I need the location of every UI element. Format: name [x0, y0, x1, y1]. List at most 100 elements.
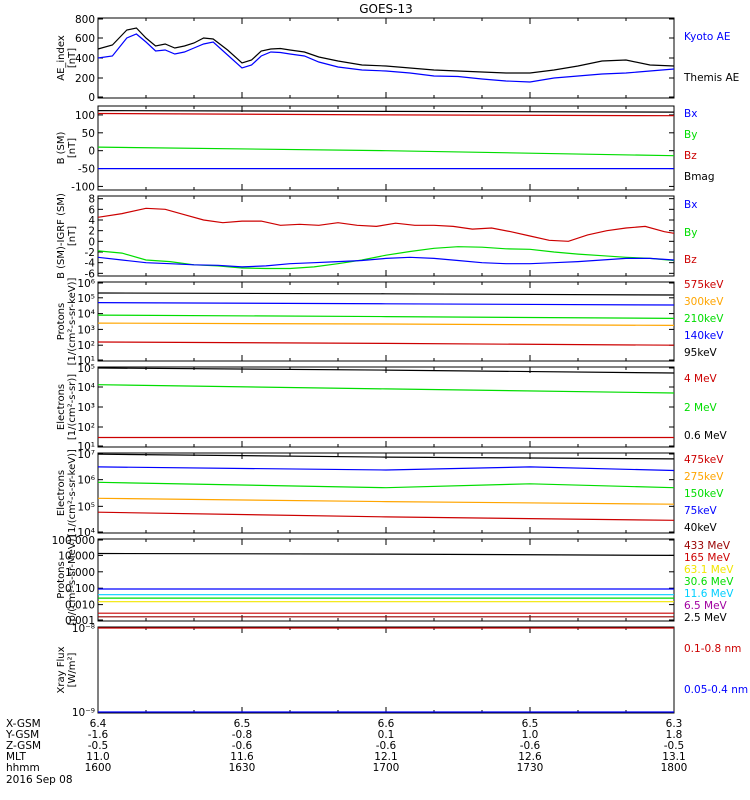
- series-line-2-mev: [97, 384, 675, 394]
- y-tick-label: -50: [78, 164, 95, 176]
- y-tick-label: -2: [85, 247, 95, 259]
- y-tick-label: 10³: [77, 402, 95, 414]
- panel-frame: [97, 17, 675, 99]
- x-axis-table: X-GSM 6.4 6.5 6.6 6.5 6.3 Y-GSM -1.6 -0.8 0.1 1.0 1…: [5, 718, 687, 786]
- x-axis-value: 1800: [661, 762, 688, 774]
- series-line-210kev: [97, 314, 675, 319]
- y-tick-label: 10⁴: [77, 527, 95, 539]
- legend-300kev: 300keV: [684, 296, 724, 308]
- legend-4-mev: 4 MeV: [684, 373, 718, 385]
- y-tick-label: 600: [75, 33, 95, 45]
- y-tick-label: 6: [88, 204, 95, 216]
- panel-frame: [97, 538, 675, 622]
- series-line-by: [97, 246, 675, 270]
- x-axis-row-label: hhmm: [6, 762, 40, 774]
- legend-0-05-0-4-nm: 0.05-0.4 nm: [684, 684, 748, 696]
- legend-by: By: [684, 227, 697, 239]
- x-axis-value: 12.6: [518, 751, 542, 763]
- x-axis-value: 1.0: [522, 729, 539, 741]
- legend-by: By: [684, 129, 697, 141]
- x-axis-value: 1.8: [666, 729, 683, 741]
- y-tick-label: 10⁷: [77, 449, 95, 461]
- y-tick-label: 200: [75, 73, 95, 85]
- series-line-kyoto-ae: [97, 33, 675, 83]
- y-tick-label: 10¹: [77, 355, 95, 367]
- y-tick-label: 0.010: [65, 600, 95, 612]
- panel-frame: [97, 626, 675, 714]
- x-axis-value: 6.3: [666, 718, 683, 730]
- y-axis-label: Xray Flux[W/m²]: [56, 646, 78, 693]
- legend-475kev: 475keV: [684, 454, 724, 466]
- legend-95kev: 95keV: [684, 347, 718, 359]
- y-tick-label: 1.000: [65, 567, 95, 579]
- y-tick-label: 800: [75, 14, 95, 26]
- legend-6-5-mev: 6.5 MeV: [684, 600, 728, 612]
- x-axis-value: 11.6: [230, 751, 254, 763]
- legend-bx: Bx: [684, 108, 697, 120]
- y-axis-label: Electrons[1/(cm²-s-sr)]: [56, 374, 78, 440]
- y-tick-label: 4: [88, 215, 95, 227]
- series-line-475kev: [97, 511, 675, 521]
- legend-kyoto-ae: Kyoto AE: [684, 31, 730, 43]
- x-axis-value: 6.6: [378, 718, 395, 730]
- series-line-bx: [97, 256, 675, 268]
- y-axis-label: AE_index[nT]: [56, 35, 78, 81]
- y-axis-label: Protons[1/(cm²-s-sr-keV)]: [56, 278, 78, 366]
- panel-frame: [97, 452, 675, 534]
- series-line-by: [97, 146, 675, 157]
- y-axis-label: B (SM)[nT]: [56, 131, 78, 164]
- date-label: 2016 Sep 08: [6, 774, 73, 786]
- series-line-2-5-mev: [97, 552, 675, 557]
- y-tick-label: 10⁴: [77, 309, 95, 321]
- panel-7: 0.001 0.010 0.100 1.000 10.000 100.000Protons…: [52, 534, 735, 627]
- panel-frame: [97, 366, 675, 448]
- legend-2-5-mev: 2.5 MeV: [684, 612, 728, 624]
- y-axis-label: Protons[p/(cm²-s-sr-MeV)]: [56, 534, 78, 625]
- x-axis-value: -1.6: [88, 729, 109, 741]
- y-tick-label: 100.000: [52, 535, 95, 547]
- x-axis-value: 13.1: [662, 751, 685, 763]
- y-tick-label: 0: [88, 92, 95, 104]
- series-line-0-6-mev: [97, 367, 675, 374]
- figure-title: GOES-13: [359, 2, 413, 16]
- y-tick-label: 10⁵: [77, 293, 95, 305]
- x-axis-row-label: Z-GSM: [6, 740, 41, 752]
- y-tick-label: 10²: [77, 340, 95, 352]
- y-tick-label: 10⁶: [77, 278, 95, 290]
- series-line-75kev: [97, 466, 675, 472]
- series-line-140kev: [97, 302, 675, 306]
- x-axis-row-label: MLT: [6, 751, 26, 763]
- x-axis-value: 1700: [373, 762, 400, 774]
- y-tick-label: 10.000: [58, 550, 95, 562]
- legend-0-6-mev: 0.6 MeV: [684, 430, 728, 442]
- series-line-95kev: [97, 292, 675, 296]
- legend-75kev: 75keV: [684, 505, 718, 517]
- x-axis-value: -0.8: [232, 729, 253, 741]
- y-tick-label: 50: [82, 128, 95, 140]
- y-axis-label: Electrons[1/(cm²-s-sr-keV)]: [56, 449, 78, 537]
- x-axis-value: -0.6: [376, 740, 397, 752]
- panel-8: 10⁻⁹ 10⁻⁸ Xray Flux[W/m²] 0.1-0.8 nm 0.05-0.…: [56, 623, 748, 719]
- x-axis-value: 6.5: [522, 718, 539, 730]
- legend-275kev: 275keV: [684, 471, 724, 483]
- legend-bz: Bz: [684, 254, 697, 266]
- y-tick-label: 10⁵: [77, 363, 95, 375]
- y-tick-label: 10²: [77, 422, 95, 434]
- x-axis-value: 0.1: [378, 729, 395, 741]
- legend-433-mev: 433 MeV: [684, 540, 731, 552]
- y-tick-label: 10⁶: [77, 475, 95, 487]
- legend-63-1-mev: 63.1 MeV: [684, 564, 734, 576]
- series-line-bz: [97, 207, 675, 242]
- legend-165-mev: 165 MeV: [684, 552, 731, 564]
- legend-575kev: 575keV: [684, 279, 724, 291]
- y-tick-label: 100: [75, 110, 95, 122]
- x-axis-value: 12.1: [374, 751, 397, 763]
- y-tick-label: 10⁵: [77, 501, 95, 513]
- x-axis-value: -0.5: [88, 740, 109, 752]
- series-line-themis-ae: [97, 27, 675, 74]
- series-line-150kev: [97, 481, 675, 489]
- x-axis-value: 6.5: [234, 718, 251, 730]
- y-tick-label: 0: [88, 146, 95, 158]
